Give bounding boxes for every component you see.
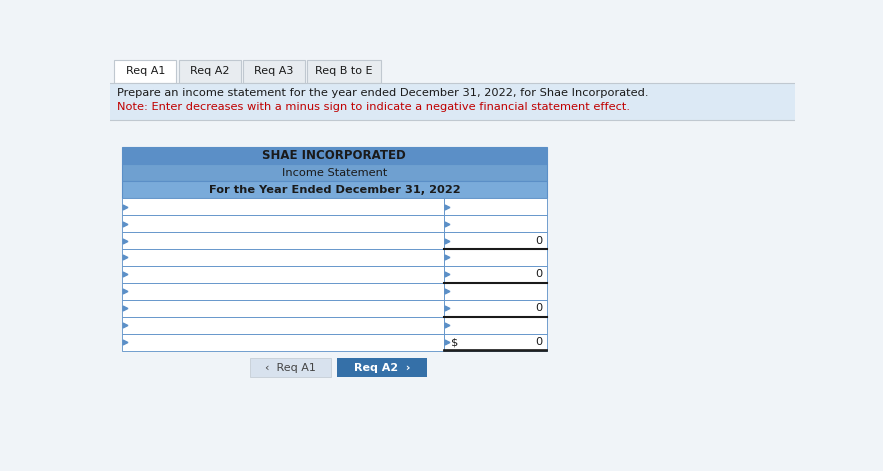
Text: Req A3: Req A3 xyxy=(254,66,293,76)
Text: Note: Enter decreases with a minus sign to indicate a negative financial stateme: Note: Enter decreases with a minus sign … xyxy=(117,102,630,113)
FancyBboxPatch shape xyxy=(443,232,547,249)
Text: Req A2: Req A2 xyxy=(190,66,230,76)
Text: $: $ xyxy=(451,337,459,347)
FancyBboxPatch shape xyxy=(122,249,443,266)
FancyBboxPatch shape xyxy=(443,300,547,317)
FancyBboxPatch shape xyxy=(122,147,547,164)
Text: 0: 0 xyxy=(536,236,543,245)
Text: 0: 0 xyxy=(536,337,543,347)
FancyBboxPatch shape xyxy=(122,283,443,300)
FancyBboxPatch shape xyxy=(443,266,547,283)
FancyBboxPatch shape xyxy=(122,334,443,351)
Text: 0: 0 xyxy=(536,303,543,313)
Text: Income Statement: Income Statement xyxy=(282,168,387,178)
FancyBboxPatch shape xyxy=(110,83,795,120)
Text: Req A1: Req A1 xyxy=(125,66,165,76)
Text: Req B to E: Req B to E xyxy=(315,66,373,76)
FancyBboxPatch shape xyxy=(337,358,426,377)
FancyBboxPatch shape xyxy=(122,181,547,198)
Text: For the Year Ended December 31, 2022: For the Year Ended December 31, 2022 xyxy=(208,185,460,195)
FancyBboxPatch shape xyxy=(122,215,443,232)
FancyBboxPatch shape xyxy=(443,334,547,351)
Text: 0: 0 xyxy=(536,269,543,279)
FancyBboxPatch shape xyxy=(443,317,547,334)
FancyBboxPatch shape xyxy=(122,300,443,317)
FancyBboxPatch shape xyxy=(443,198,547,215)
FancyBboxPatch shape xyxy=(443,215,547,232)
FancyBboxPatch shape xyxy=(114,60,177,83)
Text: ‹  Req A1: ‹ Req A1 xyxy=(265,363,316,373)
FancyBboxPatch shape xyxy=(122,317,443,334)
FancyBboxPatch shape xyxy=(122,198,443,215)
Text: Req A2  ›: Req A2 › xyxy=(354,363,411,373)
FancyBboxPatch shape xyxy=(122,164,547,181)
FancyBboxPatch shape xyxy=(443,249,547,266)
Text: SHAE INCORPORATED: SHAE INCORPORATED xyxy=(262,149,406,162)
FancyBboxPatch shape xyxy=(307,60,381,83)
FancyBboxPatch shape xyxy=(443,283,547,300)
FancyBboxPatch shape xyxy=(122,232,443,249)
FancyBboxPatch shape xyxy=(122,266,443,283)
Text: Prepare an income statement for the year ended December 31, 2022, for Shae Incor: Prepare an income statement for the year… xyxy=(117,89,648,98)
FancyBboxPatch shape xyxy=(243,60,305,83)
FancyBboxPatch shape xyxy=(250,358,331,377)
FancyBboxPatch shape xyxy=(178,60,240,83)
